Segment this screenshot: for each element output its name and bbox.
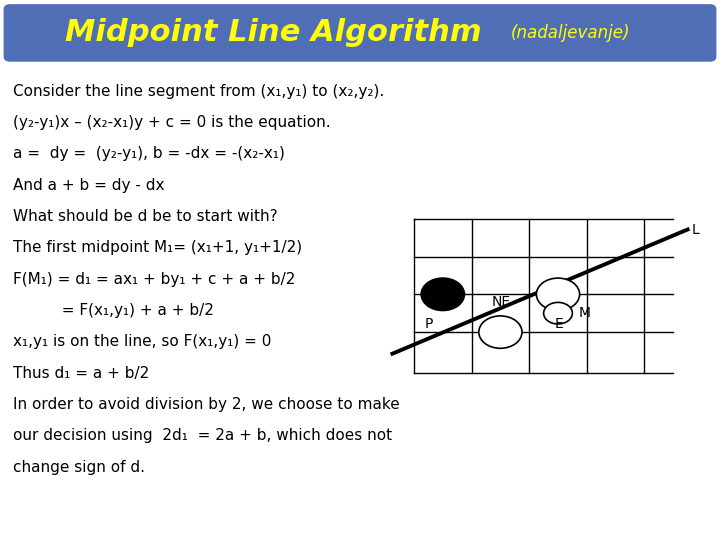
Text: L: L bbox=[691, 222, 699, 237]
Text: The first midpoint M₁= (x₁+1, y₁+1/2): The first midpoint M₁= (x₁+1, y₁+1/2) bbox=[13, 240, 302, 255]
Text: M: M bbox=[578, 306, 590, 320]
Circle shape bbox=[421, 278, 464, 310]
Text: Consider the line segment from (x₁,y₁) to (x₂,y₂).: Consider the line segment from (x₁,y₁) t… bbox=[13, 84, 384, 99]
Text: Midpoint Line Algorithm: Midpoint Line Algorithm bbox=[66, 18, 482, 48]
Text: change sign of d.: change sign of d. bbox=[13, 460, 145, 475]
Text: (y₂-y₁)x – (x₂-x₁)y + c = 0 is the equation.: (y₂-y₁)x – (x₂-x₁)y + c = 0 is the equat… bbox=[13, 115, 330, 130]
Text: What should be d be to start with?: What should be d be to start with? bbox=[13, 209, 278, 224]
Circle shape bbox=[544, 302, 572, 324]
Text: a =  dy =  (y₂-y₁), b = -dx = -(x₂-x₁): a = dy = (y₂-y₁), b = -dx = -(x₂-x₁) bbox=[13, 146, 285, 161]
Text: NE: NE bbox=[492, 295, 511, 309]
Text: In order to avoid division by 2, we choose to make: In order to avoid division by 2, we choo… bbox=[13, 397, 400, 412]
Text: F(M₁) = d₁ = ax₁ + by₁ + c + a + b/2: F(M₁) = d₁ = ax₁ + by₁ + c + a + b/2 bbox=[13, 272, 295, 287]
Text: (nadaljevanje): (nadaljevanje) bbox=[511, 24, 631, 42]
Text: E: E bbox=[554, 317, 563, 331]
Text: And a + b = dy - dx: And a + b = dy - dx bbox=[13, 178, 164, 193]
Text: P: P bbox=[424, 317, 433, 331]
FancyBboxPatch shape bbox=[4, 5, 716, 61]
Circle shape bbox=[536, 278, 580, 310]
Text: Thus d₁ = a + b/2: Thus d₁ = a + b/2 bbox=[13, 366, 149, 381]
Text: x₁,y₁ is on the line, so F(x₁,y₁) = 0: x₁,y₁ is on the line, so F(x₁,y₁) = 0 bbox=[13, 334, 271, 349]
Text: = F(x₁,y₁) + a + b/2: = F(x₁,y₁) + a + b/2 bbox=[13, 303, 214, 318]
Text: our decision using  2d₁  = 2a + b, which does not: our decision using 2d₁ = 2a + b, which d… bbox=[13, 428, 392, 443]
Circle shape bbox=[479, 316, 522, 348]
